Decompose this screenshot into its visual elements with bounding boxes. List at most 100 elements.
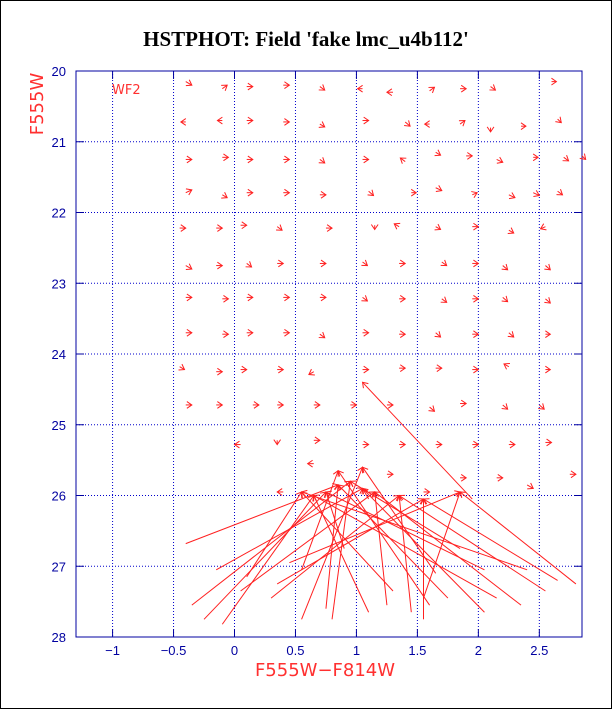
- vector-head: [509, 440, 516, 449]
- vector-head: [460, 84, 468, 93]
- vector-shaft: [502, 404, 508, 410]
- vector-head: [273, 439, 281, 446]
- vector-shaft: [185, 265, 193, 270]
- vector-shaft: [301, 470, 339, 570]
- vector-shaft: [362, 466, 437, 574]
- vector-mark: [283, 188, 291, 197]
- vector-mark: [520, 122, 527, 130]
- vector-head: [363, 116, 370, 125]
- vector-head: [284, 188, 291, 197]
- vector-shaft: [362, 488, 370, 500]
- vector-head: [374, 491, 381, 498]
- vector-head: [284, 118, 291, 126]
- vector-shaft: [429, 86, 435, 92]
- vector-head: [223, 330, 230, 338]
- vector-mark: [370, 224, 379, 231]
- vector-head: [398, 494, 406, 502]
- vector-head: [356, 84, 363, 93]
- vector-shaft: [557, 190, 563, 196]
- vector-head: [434, 331, 442, 338]
- vector-shaft: [429, 406, 435, 412]
- vector-mark: [472, 365, 480, 374]
- vector-mark: [555, 116, 562, 124]
- vector-head: [555, 116, 562, 124]
- vector-head: [367, 189, 375, 197]
- vector-head: [241, 365, 248, 374]
- vector-mark: [185, 79, 193, 87]
- vector-mark: [283, 118, 291, 126]
- vector-mark: [319, 293, 327, 302]
- vector-mark: [544, 263, 551, 271]
- vector-mark: [545, 365, 552, 374]
- vector-head: [570, 470, 577, 479]
- vector-head: [314, 436, 321, 445]
- vector-mark: [185, 401, 193, 409]
- vector-head: [325, 490, 332, 498]
- vector-head: [440, 259, 448, 267]
- y-axis-label: F555W: [27, 73, 48, 136]
- vector-mark: [399, 259, 407, 268]
- vector-head: [471, 191, 478, 199]
- vector-mark: [569, 470, 577, 479]
- vector-mark: [306, 459, 314, 468]
- vector-mark: [185, 155, 193, 164]
- vector-mark: [246, 116, 254, 125]
- vector-shaft: [393, 223, 400, 228]
- vector-shaft: [472, 192, 478, 196]
- vector-shaft: [276, 226, 283, 231]
- vector-mark: [216, 401, 224, 409]
- vector-head: [180, 224, 187, 232]
- vector-head: [473, 259, 480, 268]
- vector-mark: [362, 116, 370, 125]
- x-tick-label: 1.5: [408, 643, 426, 658]
- vector-head: [545, 330, 552, 338]
- vector-mark: [185, 328, 193, 337]
- vector-head: [489, 84, 497, 91]
- vector-mark: [362, 365, 370, 374]
- vector-head: [459, 491, 467, 498]
- vector-head: [337, 484, 345, 491]
- vector-mark: [350, 401, 358, 409]
- vector-shaft: [508, 229, 514, 234]
- vector-head: [440, 296, 448, 303]
- vector-shaft: [337, 484, 449, 599]
- vector-mark: [434, 331, 442, 338]
- vector-head: [538, 403, 545, 410]
- vector-head: [551, 77, 558, 86]
- vector-mark: [526, 482, 534, 490]
- x-axis-label: F555W−F814W: [255, 660, 395, 681]
- vector-mark: [533, 190, 541, 198]
- vector-head: [186, 155, 193, 164]
- vector-mark: [362, 155, 370, 164]
- vector-shaft: [502, 265, 508, 271]
- vector-head: [253, 401, 260, 409]
- vector-shaft: [368, 190, 374, 196]
- vector-mark: [361, 259, 369, 267]
- vector-head: [186, 328, 193, 337]
- vector-mark: [277, 259, 285, 268]
- x-tick-label: −1: [105, 643, 120, 658]
- vector-shaft: [362, 296, 368, 302]
- vector-mark: [216, 224, 224, 232]
- vector-head: [312, 494, 320, 502]
- vector-head: [434, 149, 442, 157]
- vector-mark: [361, 295, 369, 302]
- shift-vector-mark: [362, 466, 437, 574]
- vector-head: [314, 401, 321, 409]
- x-ticks: −1 −0.5 0 0.5 1 1.5 2 2.5: [105, 71, 548, 658]
- vector-shaft: [441, 261, 447, 266]
- vector-shaft: [246, 491, 302, 578]
- vector-mark: [185, 188, 193, 196]
- vector-head: [363, 155, 370, 164]
- vector-shaft: [246, 263, 252, 268]
- vector-shaft: [400, 157, 406, 162]
- vector-head: [533, 190, 541, 198]
- vector-mark: [435, 185, 443, 193]
- vector-mark: [503, 362, 510, 370]
- vector-mark: [362, 328, 370, 337]
- vector-head: [562, 155, 570, 162]
- vector-head: [501, 295, 509, 303]
- vector-head: [473, 295, 480, 303]
- vector-mark: [313, 401, 321, 409]
- vector-head: [410, 188, 418, 197]
